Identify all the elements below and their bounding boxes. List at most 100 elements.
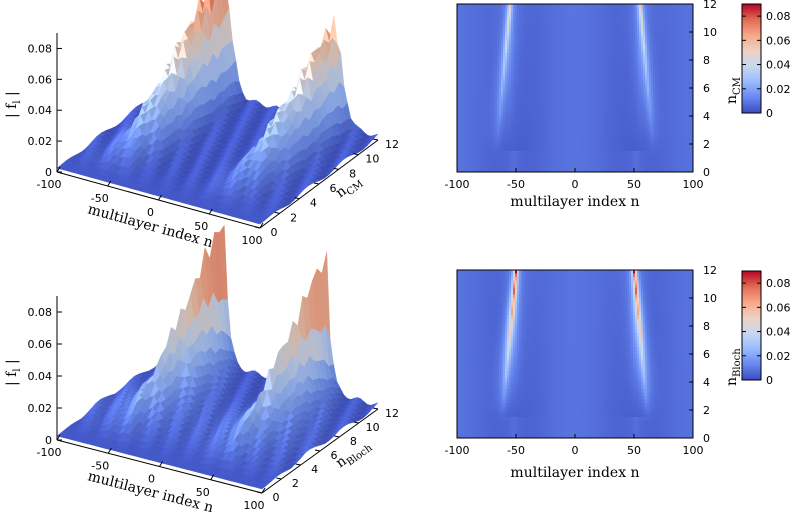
heatmap-cell [601,77,604,82]
heatmap-cell [623,98,626,103]
heatmap-cell [501,14,504,19]
heatmap-cell [525,53,528,57]
heatmap-cell [557,35,560,40]
heatmap-cell [527,74,530,78]
heatmap-cell [459,32,462,36]
heatmap-cell [463,98,466,103]
heatmap-cell [579,105,582,110]
heatmap-cell [501,18,504,22]
heatmap-cell [509,32,512,36]
heatmap-cell [649,35,652,40]
heatmap-cell [569,105,572,110]
heatmap-cell [501,84,504,89]
heatmap-cell [609,56,612,61]
heatmap-cell [463,81,466,85]
heatmap-cell [555,56,558,61]
heatmap-cell [601,46,604,50]
heatmap-cell [529,46,532,50]
heatmap-cell [555,46,558,50]
heatmap-cell [467,32,470,36]
heatmap-cell [649,77,652,82]
heatmap-cell [471,28,474,33]
heatmap-cell [467,102,470,106]
heatmap-cell [477,70,480,75]
heatmap-cell [643,14,646,19]
heatmap-cell [465,105,468,110]
heatmap-cell [493,18,496,22]
heatmap-cell [593,46,596,50]
heatmap-cell [499,91,502,96]
heatmap-cell [507,81,510,85]
heatmap-cell [593,67,596,71]
heatmap-cell [521,63,524,68]
heatmap-cell [493,42,496,47]
heatmap-cell [467,81,470,85]
heatmap-cell [597,28,600,33]
heatmap-cell [647,4,650,8]
z-tick-label: 0.02 [28,135,53,148]
heatmap-cell [557,95,560,99]
heatmap-cell [615,84,618,89]
heatmap-cell [619,70,622,75]
heatmap-cell [493,81,496,85]
heatmap-cell [499,39,502,43]
heatmap-cell [513,84,516,89]
heatmap-cell [615,91,618,96]
heatmap-cell [661,32,664,36]
heatmap-cell [595,67,598,71]
heatmap-cell [499,42,502,47]
heatmap-cell [483,91,486,96]
heatmap-cell [643,21,646,26]
heatmap-cell [643,4,646,8]
y-tick-mark [274,211,280,214]
heatmap-cell [509,105,512,110]
heatmap-cell [499,105,502,110]
heatmap-cell [673,95,676,99]
heatmap-cell [669,63,672,68]
heatmap-cell [655,77,658,82]
heatmap-cell [523,49,526,54]
heatmap-cell [529,67,532,71]
heatmap-cell [511,42,514,47]
heatmap-cell [513,28,516,33]
heatmap-cell [673,91,676,96]
heatmap-cell [527,88,530,92]
heatmap-cell [635,42,638,47]
heatmap-cell [481,11,484,15]
heatmap-cell [655,81,658,85]
heatmap-cell [671,77,674,82]
heatmap-cell [675,32,678,36]
heatmap-cell [687,32,690,36]
heatmap-cell [479,70,482,75]
heatmap-cell [643,7,646,12]
heatmap-cell [675,42,678,47]
heatmap-cell [507,39,510,43]
heatmap-cell [595,21,598,26]
heatmap-cell [651,88,654,92]
heatmap-cell [477,46,480,50]
heatmap-cell [471,49,474,54]
heatmap-cell [667,7,670,12]
heatmap-cell [515,49,518,54]
heatmap-cell [643,98,646,103]
heatmap-cell [565,53,568,57]
heatmap-cell [555,98,558,103]
heatmap-cell [683,77,686,82]
heatmap-cell [631,67,634,71]
heatmap-cell [677,4,680,8]
heatmap-cell [493,91,496,96]
heatmap-cell [595,81,598,85]
heatmap-cell [581,21,584,26]
heatmap-cell [485,25,488,29]
heatmap-cell [575,105,578,110]
heatmap-cell [615,102,618,106]
heatmap-cell [675,70,678,75]
heatmap-cell [641,7,644,12]
heatmap-cell [615,56,618,61]
heatmap-cell [645,11,648,15]
heatmap-cell [619,81,622,85]
heatmap-cell [603,102,606,106]
heatmap-cell [525,84,528,89]
heatmap-cell [589,84,592,89]
z-tick-label: 0.04 [28,104,53,117]
